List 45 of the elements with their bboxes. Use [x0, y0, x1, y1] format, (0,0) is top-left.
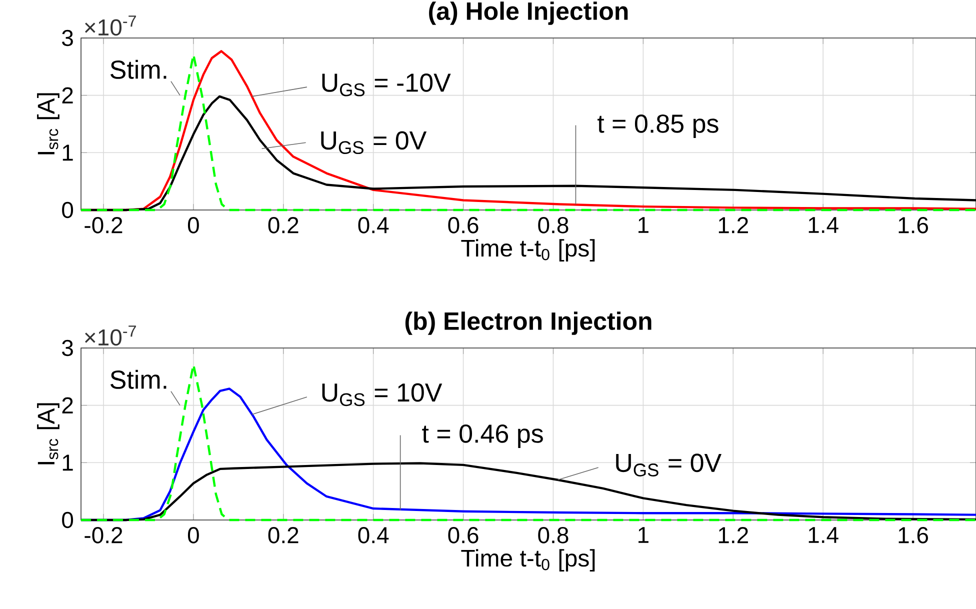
x-axis-title: Time t-t$_{0}$ [ps]: [461, 239, 595, 262]
y-tick-label: 1: [62, 144, 73, 161]
x-tick-label: 0.2: [268, 217, 298, 234]
annotation: U$_{GS}$ = 0V: [616, 454, 722, 476]
annotation: t = 0.85 ps: [598, 114, 718, 138]
x-tick-label: 0.6: [448, 217, 478, 234]
x-tick-label: 1.6: [898, 527, 928, 544]
text: ×10$^{-7}$: [85, 326, 136, 346]
x-tick-label: 1.6: [898, 217, 928, 234]
y-tick-label: 0: [62, 202, 74, 218]
annotation: U$_{GS}$ = 10V: [322, 383, 442, 406]
x-tick-label: 1.4: [808, 527, 838, 543]
x-axis-title: Time t-t$_{0}$ [ps]: [461, 549, 595, 572]
y-tick-label: 3: [62, 340, 73, 356]
annotation: U$_{GS}$ = 0V: [321, 131, 427, 154]
x-tick-label: 0: [188, 217, 199, 234]
y-tick-label: 2: [62, 397, 73, 414]
text: ×10$^{-7}$: [85, 16, 136, 36]
x-tick-label: 1.2: [718, 217, 748, 234]
y-tick-label: 0: [62, 512, 74, 528]
y-tick-label: 3: [62, 30, 73, 46]
line-series: [80, 364, 976, 522]
y-tick-label: 2: [62, 87, 73, 104]
x-tick-label: 1: [638, 527, 648, 543]
x-tick-label: 1.2: [718, 527, 748, 544]
annotation: t = 0.46 ps: [422, 424, 543, 448]
x-tick-label: 0.2: [268, 527, 298, 544]
annotation: Stim.: [110, 60, 166, 79]
x-tick-label: 0.6: [448, 527, 478, 544]
chart-title: (a) Hole Injection: [429, 2, 628, 25]
annotation: Stim.: [110, 370, 166, 389]
x-tick-label: 0.8: [538, 217, 568, 234]
x-tick-label: 0.4: [358, 217, 389, 234]
x-tick-label: -0.2: [84, 217, 122, 234]
x-tick-label: -0.2: [84, 527, 122, 544]
chart-title: (b) Electron Injection: [405, 312, 652, 335]
y-tick-label: 1: [62, 454, 73, 471]
y-axis-title: I$_{src}$ [A]: [37, 93, 60, 154]
x-tick-label: 1.4: [808, 217, 838, 233]
x-tick-label: 0.8: [538, 527, 568, 544]
y-axis-title: I$_{src}$ [A]: [37, 403, 60, 464]
x-tick-label: 0: [188, 527, 199, 544]
annotation: U$_{GS}$ = -10V: [322, 73, 451, 96]
x-tick-label: 1: [638, 217, 648, 233]
x-tick-label: 0.4: [358, 527, 389, 544]
